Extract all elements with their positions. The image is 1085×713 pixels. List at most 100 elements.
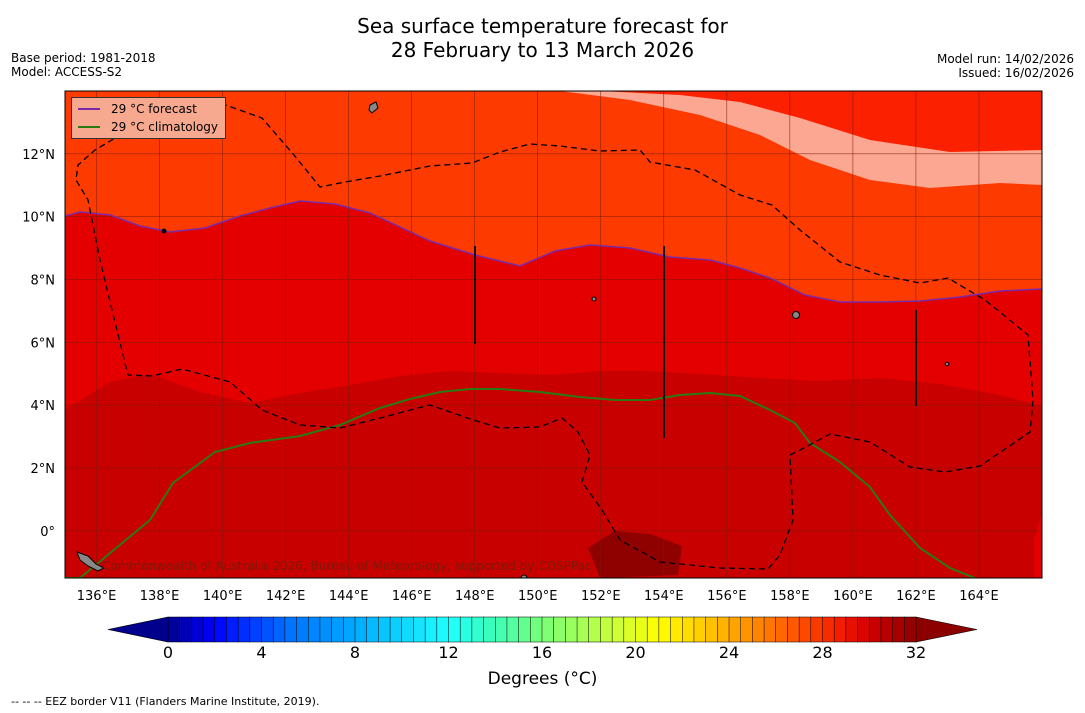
colorbar-tick-label: 4 bbox=[256, 643, 267, 662]
title-line-1: Sea surface temperature forecast for bbox=[357, 14, 728, 38]
sst-region-31 bbox=[588, 531, 682, 578]
island-7 bbox=[520, 574, 528, 578]
forecast-29c-isotherm bbox=[65, 200, 1042, 303]
sst-region-27-5 bbox=[600, 91, 1042, 152]
colorbar-tick-label: 24 bbox=[718, 643, 740, 662]
legend-forecast: 29 °C forecast bbox=[78, 101, 197, 117]
model-run: Model run: 14/02/2026 bbox=[936, 52, 1074, 66]
colorbar-bin bbox=[354, 616, 368, 643]
colorbar-bin bbox=[237, 616, 251, 643]
meta-left: Base period: 1981-2018 Model: ACCESS-S2 bbox=[11, 51, 156, 79]
colorbar-bin bbox=[495, 616, 508, 643]
colorbar-bin bbox=[728, 616, 742, 643]
colorbar-bin bbox=[284, 616, 298, 643]
colorbar-bin bbox=[202, 616, 216, 643]
colorbar-bin bbox=[401, 616, 414, 643]
colorbar-tick-label: 28 bbox=[812, 643, 833, 662]
colorbar-bin bbox=[343, 616, 356, 643]
colorbar-bin bbox=[366, 616, 379, 643]
colorbar-bin bbox=[448, 616, 461, 643]
lat-tick-label: 6°N bbox=[31, 336, 56, 351]
lon-tick-label: 138°E bbox=[140, 589, 180, 604]
colorbar-bin bbox=[740, 616, 753, 643]
colorbar-bin bbox=[530, 616, 543, 643]
island-5 bbox=[591, 296, 597, 302]
colorbar-bin bbox=[331, 616, 344, 643]
colorbar-bin bbox=[319, 616, 333, 643]
colorbar-bin bbox=[483, 616, 496, 643]
lon-tick-label: 154°E bbox=[644, 589, 684, 604]
climatology-29c-isotherm bbox=[65, 388, 976, 578]
colorbar-bin bbox=[857, 616, 870, 643]
colorbar-bin bbox=[541, 616, 555, 643]
map-legend: 29 °C forecast 29 °C climatology bbox=[71, 97, 226, 139]
colorbar-bin bbox=[588, 616, 601, 643]
sst-region-29-edge bbox=[1034, 512, 1042, 578]
lon-tick-label: 142°E bbox=[266, 589, 306, 604]
colorbar-bin bbox=[296, 616, 309, 643]
colorbar-bin bbox=[506, 616, 520, 643]
lon-tick-label: 152°E bbox=[581, 589, 621, 604]
island-6 bbox=[944, 361, 950, 367]
base-period: Base period: 1981-2018 bbox=[11, 51, 156, 65]
lon-tick-label: 148°E bbox=[455, 589, 495, 604]
lon-tick-label: 156°E bbox=[707, 589, 747, 604]
island-2 bbox=[792, 311, 800, 319]
colorbar-tick-label: 16 bbox=[531, 643, 553, 662]
colorbar-extend-low bbox=[107, 616, 169, 643]
islands bbox=[76, 101, 950, 578]
colorbar-bin bbox=[623, 616, 637, 643]
lat-tick-label: 12°N bbox=[22, 148, 55, 163]
lat-tick-label: 2°N bbox=[31, 462, 56, 477]
eez-border bbox=[75, 101, 1034, 570]
map-title: Sea surface temperature forecast for 28 … bbox=[0, 14, 1085, 62]
longitude-labels: 136°E 138°E 140°E 142°E 144°E 146°E 148°E 150°E… bbox=[77, 589, 999, 604]
colorbar-tick-label: 12 bbox=[438, 643, 459, 662]
colorbar-bin bbox=[787, 616, 800, 643]
lon-tick-label: 164°E bbox=[959, 589, 999, 604]
legend-climatology: 29 °C climatology bbox=[78, 119, 218, 135]
colorbar-bin bbox=[798, 616, 812, 643]
colorbar-bin bbox=[378, 616, 391, 643]
map-area: Commonwealth of Australia 2026, Bureau o… bbox=[65, 91, 1042, 578]
colorbar-bin bbox=[272, 616, 286, 643]
colorbar-bin bbox=[471, 616, 485, 643]
footnote: -- -- -- EEZ border V11 (Flanders Marine… bbox=[11, 695, 320, 708]
model-name: Model: ACCESS-S2 bbox=[11, 65, 123, 79]
map-frame bbox=[64, 90, 1043, 579]
colorbar-bin bbox=[670, 616, 683, 643]
colorbar-bin bbox=[249, 616, 263, 643]
colorbar-bin bbox=[833, 616, 847, 643]
colorbar-extend-high bbox=[915, 616, 978, 643]
colorbar-bin bbox=[845, 616, 859, 643]
colorbar-bin bbox=[658, 616, 672, 643]
lon-tick-label: 146°E bbox=[392, 589, 432, 604]
colorbar-bin bbox=[167, 616, 181, 643]
colorbar-bin bbox=[565, 616, 578, 643]
colorbar-bin bbox=[763, 616, 777, 643]
lon-tick-label: 136°E bbox=[77, 589, 117, 604]
colorbar-bin bbox=[436, 616, 450, 643]
colorbar-bin bbox=[191, 616, 204, 643]
sst-region-30 bbox=[65, 371, 1042, 578]
colorbar-bin bbox=[214, 616, 227, 643]
title-line-2: 28 February to 13 March 2026 bbox=[390, 38, 695, 62]
island-4 bbox=[161, 228, 167, 234]
lon-tick-label: 162°E bbox=[896, 589, 936, 604]
colorbar-bin bbox=[226, 616, 239, 643]
lat-tick-label: 0° bbox=[40, 525, 55, 540]
lon-tick-label: 160°E bbox=[833, 589, 873, 604]
legend-forecast-swatch bbox=[78, 108, 100, 110]
colorbar-bin bbox=[705, 616, 718, 643]
colorbar-bin bbox=[752, 616, 765, 643]
latitude-labels: 12°N 10°N 8°N 6°N 4°N 2°N 0° bbox=[22, 148, 55, 540]
colorbar-bin bbox=[600, 616, 613, 643]
colorbar bbox=[107, 616, 978, 643]
colorbar-tick-label: 20 bbox=[625, 643, 646, 662]
meta-right: Model run: 14/02/2026 Issued: 16/02/2026 bbox=[937, 52, 1074, 80]
colorbar-bin bbox=[904, 616, 917, 643]
colorbar-bin bbox=[261, 616, 274, 643]
colorbar-tick-label: 32 bbox=[905, 643, 927, 662]
lat-tick-label: 8°N bbox=[31, 274, 56, 289]
colorbar-tick-label: 0 bbox=[162, 643, 174, 662]
